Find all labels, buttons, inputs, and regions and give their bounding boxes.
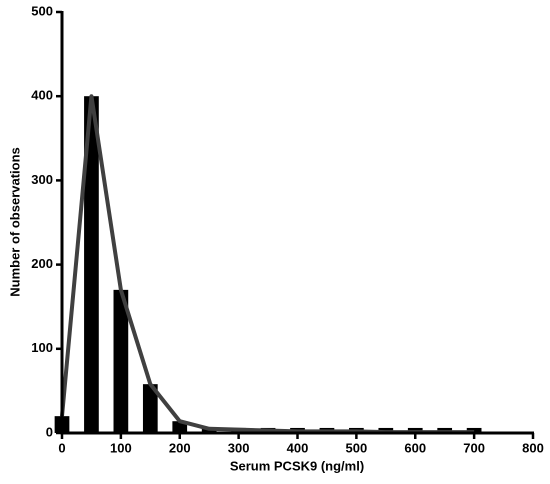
bar [142,384,158,433]
y-tick-label: 200 [31,256,53,271]
x-tick-label: 100 [110,440,132,455]
x-tick-label: 0 [58,440,65,455]
y-tick-label: 400 [31,88,53,103]
x-tick-label: 500 [346,440,368,455]
x-axis-label: Serum PCSK9 (ng/ml) [230,458,364,473]
x-tick-label: 800 [522,440,544,455]
y-tick-label: 0 [46,424,53,439]
x-tick-label: 200 [169,440,191,455]
x-tick-label: 700 [463,440,485,455]
y-tick-label: 300 [31,172,53,187]
bar [172,421,188,433]
y-tick-label: 100 [31,340,53,355]
x-tick-label: 400 [287,440,309,455]
y-tick-label: 500 [31,3,53,18]
x-tick-label: 300 [228,440,250,455]
bar [113,289,129,433]
bar [84,96,99,433]
x-tick-label: 600 [404,440,426,455]
y-axis-label: Number of observations [7,147,22,297]
